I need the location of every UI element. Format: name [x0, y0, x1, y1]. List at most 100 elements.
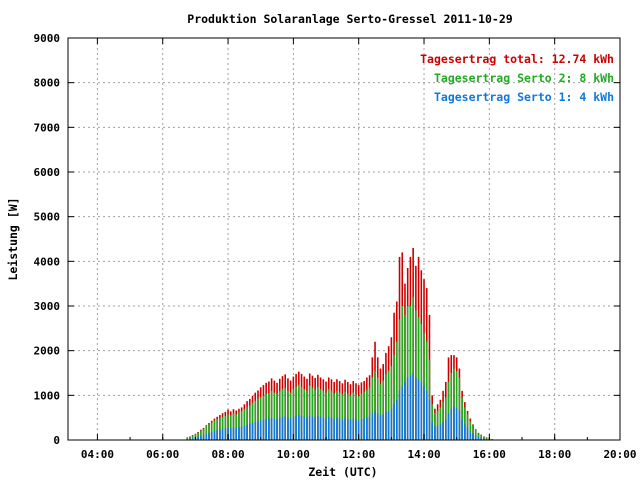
- y-tick-label: 3000: [34, 300, 61, 313]
- bar-serto1: [368, 416, 371, 440]
- bar-serto2: [477, 433, 480, 440]
- bar-serto2: [406, 306, 409, 440]
- bar-serto2: [382, 380, 384, 440]
- bar-serto1: [393, 404, 395, 440]
- bar-serto2: [398, 319, 401, 440]
- bar-serto2: [314, 389, 316, 440]
- bar-serto2: [257, 398, 259, 440]
- bar-serto2: [200, 430, 202, 440]
- bar-serto1: [428, 399, 431, 440]
- bar-serto1: [251, 423, 254, 440]
- bar-serto2: [333, 393, 335, 440]
- y-tick-label: 6000: [34, 166, 61, 179]
- x-tick-label: 04:00: [81, 448, 114, 461]
- bar-serto2: [319, 389, 322, 440]
- bar-serto1: [455, 407, 458, 440]
- bar-serto2: [210, 422, 213, 440]
- bar-serto2: [336, 390, 338, 440]
- bar-serto2: [341, 394, 344, 440]
- bar-serto1: [303, 416, 306, 440]
- bar-serto2: [186, 437, 189, 440]
- bar-serto1: [420, 381, 423, 440]
- bar-serto2: [415, 310, 417, 440]
- bar-serto1: [216, 430, 218, 440]
- bar-serto2: [306, 390, 308, 440]
- bar-serto1: [425, 390, 428, 440]
- bar-serto1: [336, 417, 338, 440]
- y-tick-label: 7000: [34, 121, 61, 134]
- bar-serto2: [474, 430, 477, 440]
- bar-serto1: [227, 427, 229, 440]
- bar-serto1: [202, 435, 205, 440]
- bar-serto1: [306, 417, 308, 440]
- bar-serto1: [235, 427, 238, 440]
- bar-serto2: [439, 407, 442, 440]
- bar-serto1: [210, 431, 213, 440]
- bar-serto2: [268, 393, 270, 440]
- y-axis-label: Leistung [W]: [6, 197, 20, 280]
- bar-serto2: [363, 391, 365, 440]
- bar-serto1: [469, 431, 472, 440]
- bar-serto2: [262, 395, 265, 440]
- bar-serto2: [374, 370, 376, 440]
- bar-serto1: [385, 412, 387, 440]
- bar-serto2: [376, 377, 379, 440]
- bar-serto2: [254, 400, 257, 440]
- bar-serto2: [265, 393, 267, 440]
- bar-serto2: [213, 420, 216, 440]
- bar-serto2: [311, 387, 314, 440]
- y-tick-label: 8000: [34, 77, 61, 90]
- x-tick-label: 18:00: [538, 448, 571, 461]
- bar-serto1: [224, 428, 227, 440]
- bar-serto1: [409, 375, 412, 440]
- bar-serto1: [208, 432, 210, 440]
- bar-serto2: [355, 394, 357, 440]
- bar-serto1: [447, 413, 450, 440]
- bar-serto1: [311, 416, 314, 440]
- axis-ticks: 0 1000 2000 3000 4000 5000 6000 7000 8000 9000 04:…: [34, 32, 637, 461]
- bar-serto2: [396, 341, 398, 440]
- bar-serto2: [347, 393, 349, 440]
- bar-serto2: [325, 392, 327, 440]
- bar-serto2: [404, 314, 406, 440]
- bar-serto2: [453, 368, 455, 440]
- bar-serto1: [200, 435, 202, 440]
- bar-serto1: [355, 419, 357, 440]
- bar-serto2: [461, 397, 463, 440]
- bar-serto2: [221, 416, 224, 440]
- bar-serto1: [238, 427, 240, 440]
- bar-serto1: [357, 420, 360, 440]
- plot-frame: [67, 37, 621, 441]
- bar-serto2: [289, 392, 292, 440]
- bar-serto1: [319, 416, 322, 440]
- bar-serto1: [243, 425, 246, 440]
- y-tick-label: 0: [53, 434, 60, 447]
- bar-serto1: [295, 415, 297, 440]
- bar-serto2: [208, 424, 210, 440]
- bar-serto1: [445, 419, 447, 440]
- bar-serto2: [229, 415, 232, 440]
- bar-serto1: [284, 416, 287, 440]
- x-tick-label: 08:00: [211, 448, 244, 461]
- bar-serto2: [464, 407, 466, 440]
- x-axis-label: Zeit (UTC): [308, 465, 377, 479]
- bar-serto2: [303, 389, 306, 440]
- bar-serto2: [216, 419, 218, 440]
- bar-serto1: [344, 418, 346, 440]
- bar-serto2: [308, 385, 311, 440]
- bar-serto1: [191, 438, 194, 440]
- bar-serto2: [425, 341, 428, 440]
- legend-entry: Tagesertrag total: 12.74 kWh: [420, 52, 614, 66]
- bar-serto1: [229, 428, 232, 440]
- bar-serto2: [295, 386, 297, 440]
- bar-serto2: [466, 414, 469, 440]
- bar-serto2: [352, 392, 355, 440]
- bar-serto1: [276, 419, 278, 440]
- y-tick-label: 5000: [34, 211, 61, 224]
- bar-serto2: [287, 390, 289, 440]
- bar-serto1: [366, 417, 368, 440]
- x-tick-label: 10:00: [277, 448, 310, 461]
- bar-serto1: [434, 426, 436, 440]
- bar-serto1: [205, 433, 208, 440]
